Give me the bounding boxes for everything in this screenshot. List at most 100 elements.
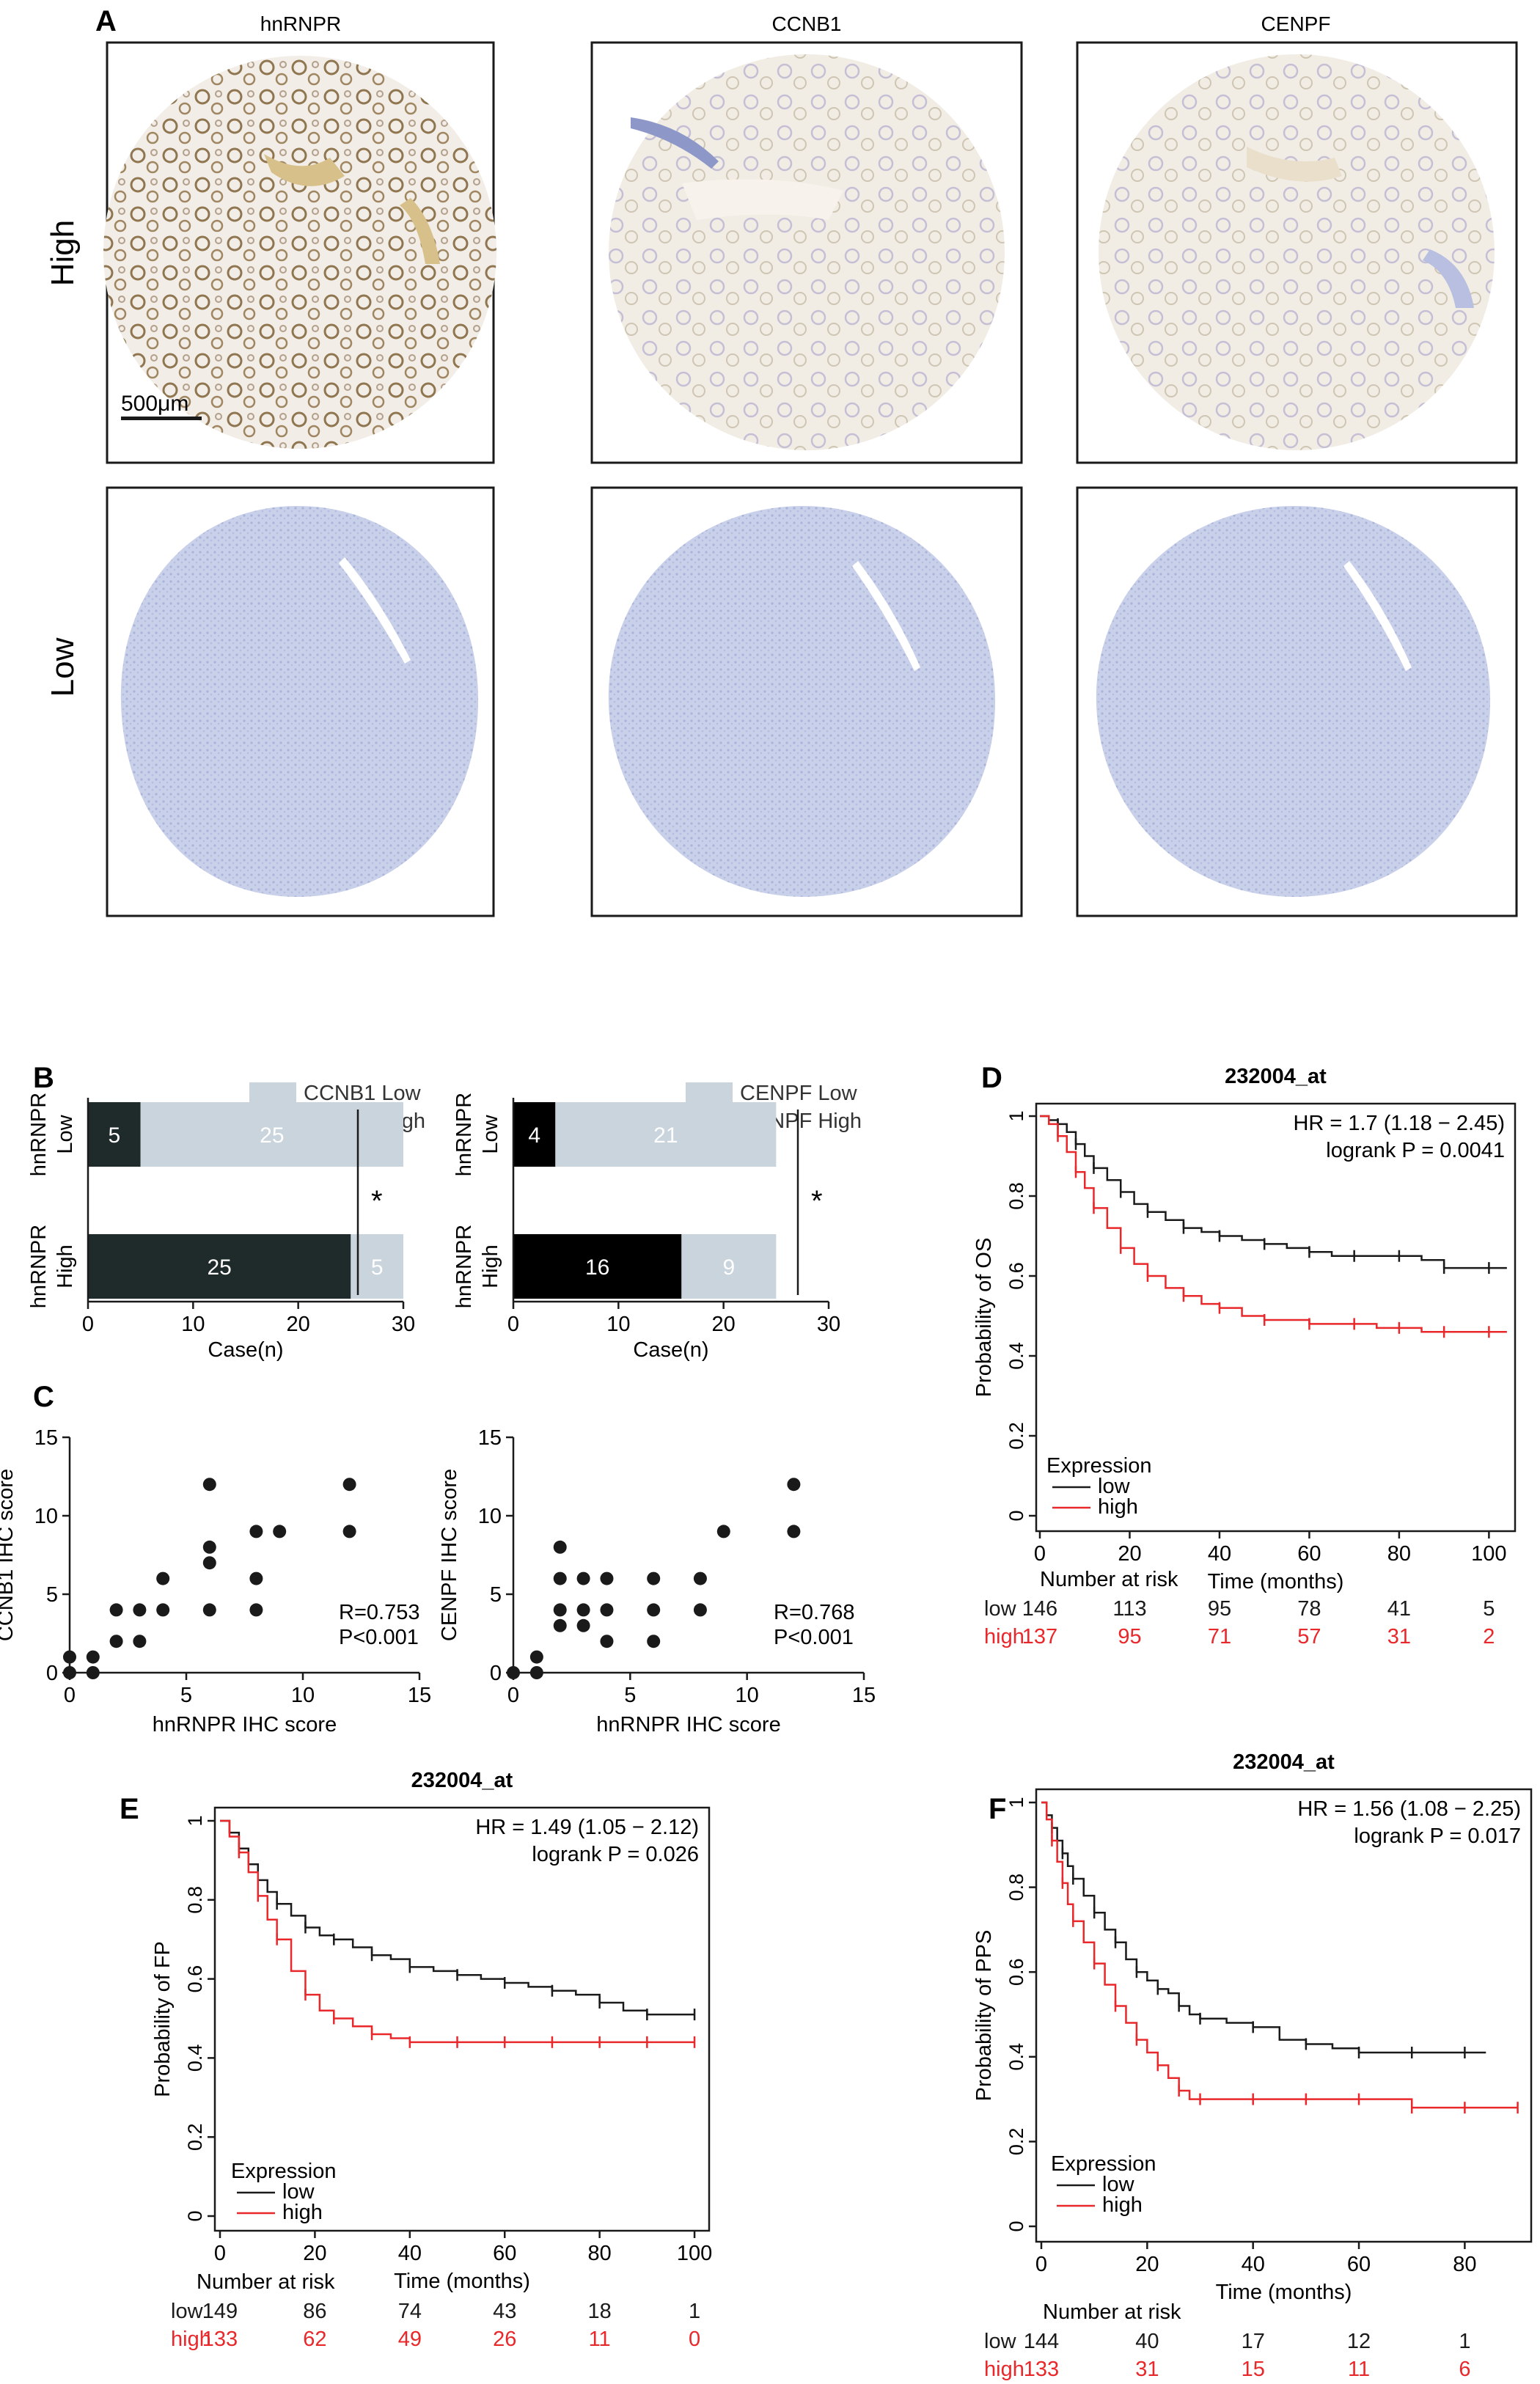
risk-table-row-label: high: [984, 2358, 1024, 2381]
scatter-point: [342, 1478, 356, 1492]
scatter-point: [693, 1571, 707, 1585]
scatter-point: [63, 1650, 76, 1664]
bar-data-label: 9: [722, 1255, 735, 1280]
group-axis-label: hnRNPR: [452, 1225, 476, 1308]
risk-table-row-label: low: [984, 1597, 1017, 1621]
legend-label: low: [1098, 1475, 1131, 1498]
scatter-point: [600, 1571, 614, 1585]
stat-annotation: HR = 1.56 (1.08 − 2.25): [1297, 1797, 1521, 1821]
y-tick-label: 0.6: [1005, 1958, 1027, 1986]
scatter-point: [249, 1525, 263, 1538]
y-tick-label: 1: [1005, 1797, 1027, 1808]
legend-label: high: [1098, 1495, 1138, 1519]
scatter-point: [553, 1571, 567, 1585]
y-tick-label: 0.2: [1005, 1422, 1027, 1450]
x-tick-label: 40: [1242, 2253, 1265, 2276]
x-tick-label: 20: [303, 2242, 326, 2265]
scatter-point: [787, 1478, 801, 1492]
tissue-image-low-hnrnpr: [106, 486, 495, 917]
risk-table-row-label: high: [171, 2328, 211, 2351]
scatter-point: [342, 1525, 356, 1538]
risk-table-value: 133: [202, 2328, 238, 2351]
y-tick-label: 0.8: [1005, 1182, 1027, 1210]
x-tick-label: 80: [588, 2242, 612, 2265]
bar-segment: [88, 1102, 141, 1167]
risk-table-value: 146: [1022, 1597, 1057, 1621]
survival-curve-high: [1040, 1115, 1507, 1333]
y-tick-label: 15: [34, 1426, 58, 1450]
x-tick-label: 10: [736, 1684, 759, 1707]
significance-marker: *: [811, 1185, 823, 1217]
risk-table-value: 11: [589, 2328, 611, 2351]
panel-label-d: D: [981, 1062, 1002, 1094]
scatter-point: [576, 1603, 590, 1617]
category-label: Low: [54, 1114, 77, 1154]
y-tick-label: 0.4: [1005, 2043, 1027, 2071]
y-tick-label: 10: [478, 1505, 502, 1528]
stat-annotation: logrank P = 0.026: [532, 1843, 699, 1866]
scatter-point: [553, 1603, 567, 1617]
column-title-ccnb1: CCNB1: [772, 12, 842, 35]
x-tick-label: 0: [82, 1313, 94, 1336]
stat-annotation: R=0.768: [774, 1601, 854, 1624]
row-label-high: High: [45, 220, 81, 287]
y-tick-label: 0.6: [1005, 1262, 1027, 1290]
risk-table-value: 86: [303, 2300, 326, 2323]
risk-table-row-label: high: [984, 1625, 1024, 1648]
bar-data-label: 16: [585, 1255, 609, 1280]
plot-frame: [1035, 1788, 1533, 2243]
legend-label: CENPF Low: [740, 1082, 858, 1105]
panel-label-b: B: [33, 1062, 54, 1094]
chart-title: 232004_at: [1225, 1065, 1327, 1088]
legend-title: Expression: [1046, 1454, 1151, 1478]
stat-annotation: P<0.001: [339, 1626, 419, 1649]
risk-table-value: 15: [1242, 2358, 1265, 2381]
column-title-cenpf: CENPF: [1261, 12, 1331, 35]
x-axis-label: Time (months): [394, 2270, 530, 2293]
category-label: Low: [479, 1114, 502, 1154]
tissue-image-high-ccnb1: [590, 41, 1023, 464]
x-tick-label: 15: [852, 1684, 876, 1707]
x-tick-label: 20: [1118, 1542, 1141, 1566]
legend-label: low: [282, 2180, 315, 2204]
bar-data-label: 25: [260, 1123, 284, 1148]
y-tick-label: 0.6: [184, 1965, 206, 1993]
risk-table-value: 113: [1112, 1597, 1146, 1621]
bar-data-label: 5: [108, 1123, 120, 1148]
scatter-point: [787, 1525, 801, 1538]
y-tick-label: 0.2: [1005, 2128, 1027, 2156]
scatter-point: [249, 1603, 263, 1617]
group-axis-label: hnRNPR: [452, 1093, 476, 1176]
chart-b-ccnb1: CCNB1 LowCCNB1 High525LowhnRNPR255Highhn…: [27, 1082, 425, 1362]
x-tick-label: 20: [1135, 2253, 1159, 2276]
risk-table-value: 144: [1024, 2330, 1059, 2353]
y-tick-label: 1: [184, 1815, 206, 1826]
risk-table-value: 95: [1208, 1597, 1231, 1621]
stat-annotation: P<0.001: [774, 1626, 854, 1649]
scatter-point: [647, 1603, 661, 1617]
y-tick-label: 10: [34, 1505, 58, 1528]
risk-table-value: 43: [493, 2300, 516, 2323]
scatter-point: [693, 1603, 707, 1617]
y-tick-label: 0.4: [184, 2044, 206, 2072]
scatter-point: [529, 1666, 543, 1679]
scatter-point: [156, 1571, 170, 1585]
x-axis-label: Case(n): [633, 1338, 708, 1362]
x-axis-label: hnRNPR IHC score: [153, 1713, 337, 1736]
risk-table-title: Number at risk: [1043, 2300, 1181, 2324]
bar-segment: [513, 1102, 556, 1167]
x-tick-label: 30: [392, 1313, 415, 1336]
x-tick-label: 60: [1297, 1542, 1321, 1566]
legend-title: Expression: [1051, 2152, 1156, 2176]
legend-label: high: [282, 2201, 323, 2224]
scatter-point: [600, 1635, 614, 1648]
risk-table-value: 133: [1024, 2358, 1059, 2381]
x-tick-label: 0: [64, 1684, 76, 1707]
x-tick-label: 20: [712, 1313, 736, 1336]
bar-segment: [555, 1102, 777, 1167]
stat-annotation: logrank P = 0.017: [1354, 1824, 1521, 1848]
x-axis-label: Case(n): [208, 1338, 283, 1362]
bar-data-label: 25: [207, 1255, 231, 1280]
x-tick-label: 10: [181, 1313, 205, 1336]
